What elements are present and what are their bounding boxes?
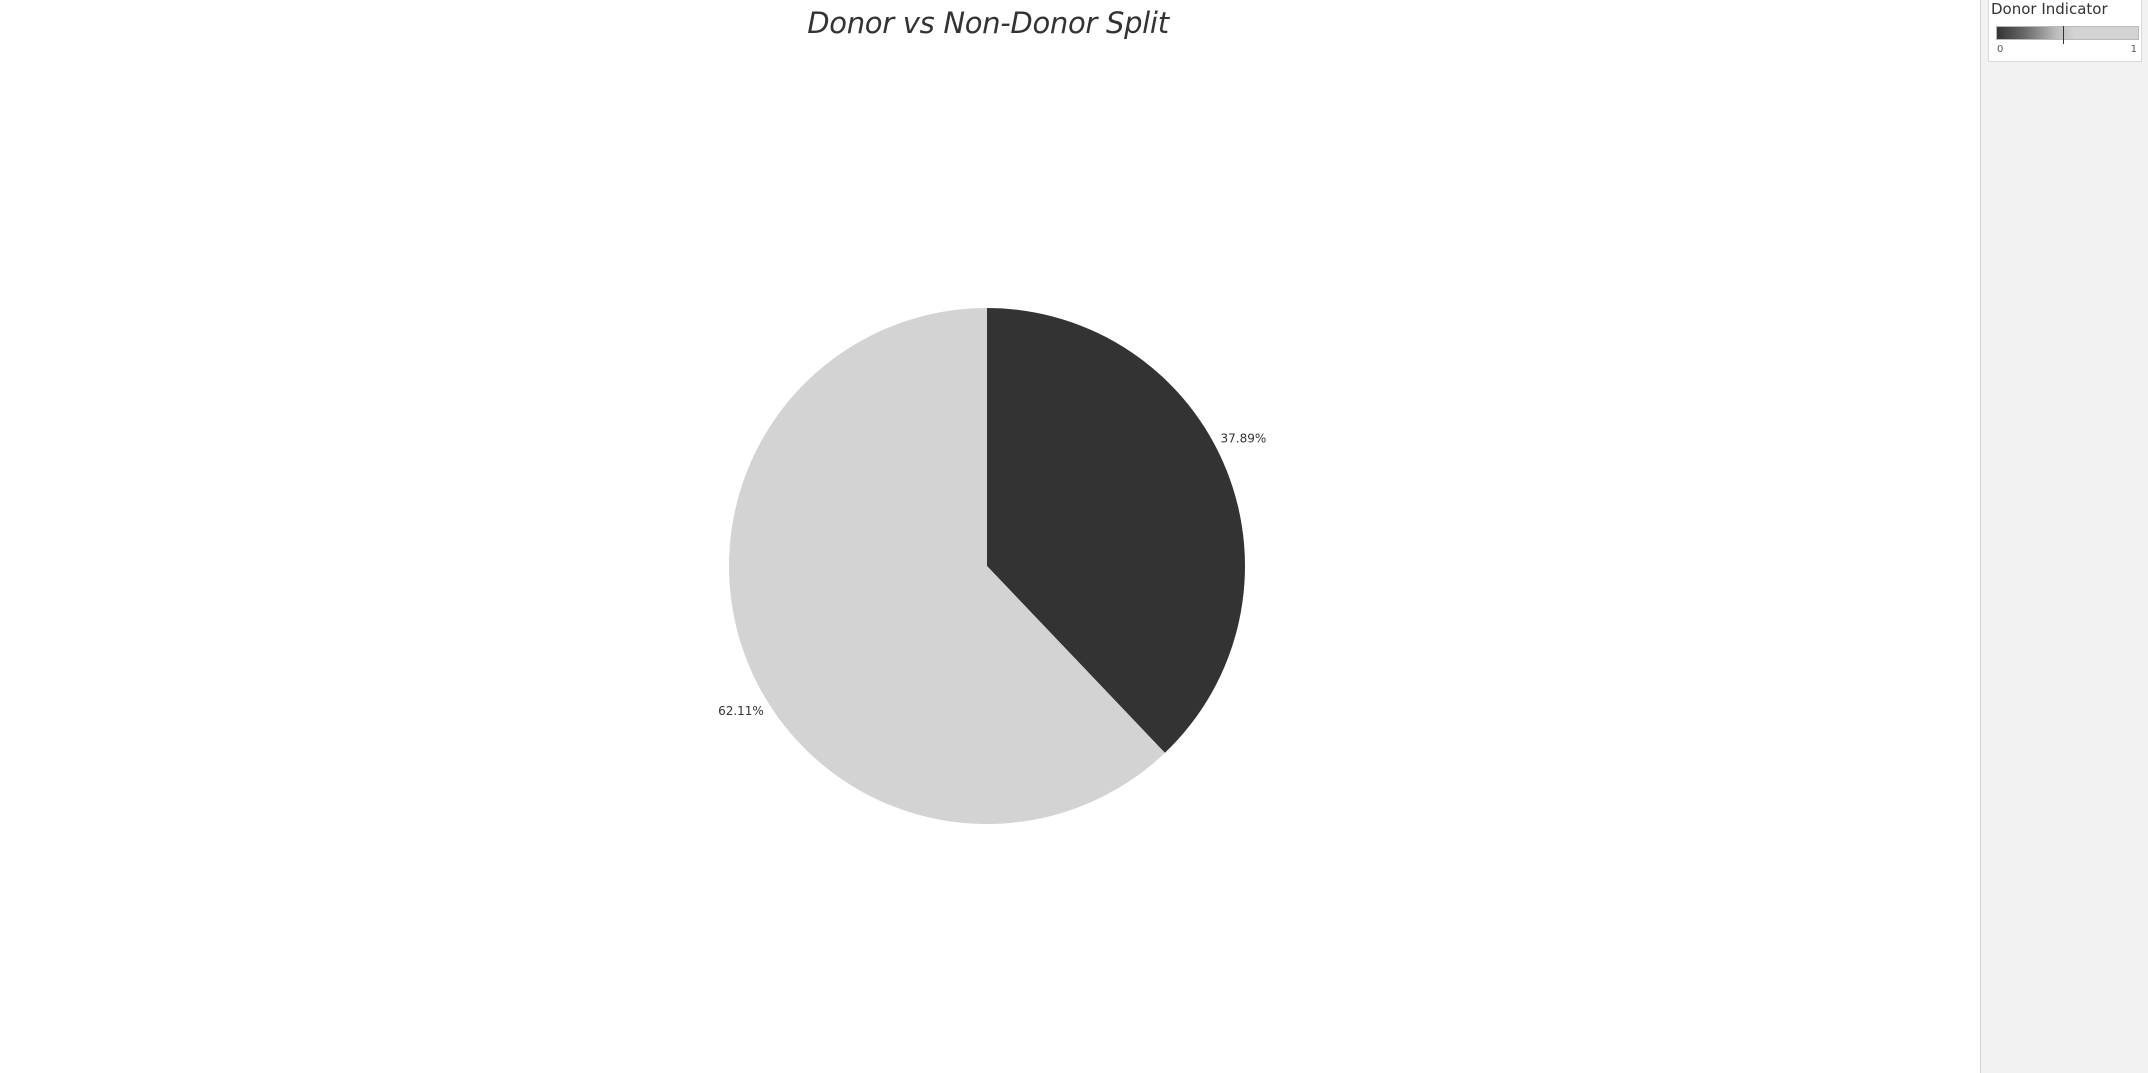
legend-min-label: 0 bbox=[1997, 44, 2004, 55]
pie-labels: 37.89% 62.11% bbox=[718, 432, 1266, 718]
legend-title: Donor Indicator bbox=[1991, 0, 2108, 18]
pie-slice-label-0: 37.89% bbox=[1221, 432, 1267, 446]
legend-marker bbox=[2063, 26, 2064, 44]
pie-slice-1[interactable] bbox=[729, 308, 1165, 824]
color-legend[interactable]: Donor Indicator 0 1 bbox=[1988, 0, 2142, 62]
chart-title: Donor vs Non-Donor Split bbox=[807, 6, 1169, 40]
pie-slice-0[interactable] bbox=[987, 308, 1245, 753]
legend-color-ramp[interactable] bbox=[1996, 26, 2139, 40]
pie-chart: 37.89% 62.11% bbox=[718, 308, 1266, 824]
legend-panel: Donor Indicator 0 1 bbox=[1980, 0, 2148, 1073]
legend-max-label: 1 bbox=[2130, 44, 2137, 55]
chart-area: Donor vs Non-Donor Split 37.89% 62.11% bbox=[718, 6, 1267, 824]
pie-slice-label-1: 62.11% bbox=[718, 704, 764, 718]
pie-slices bbox=[729, 308, 1245, 824]
